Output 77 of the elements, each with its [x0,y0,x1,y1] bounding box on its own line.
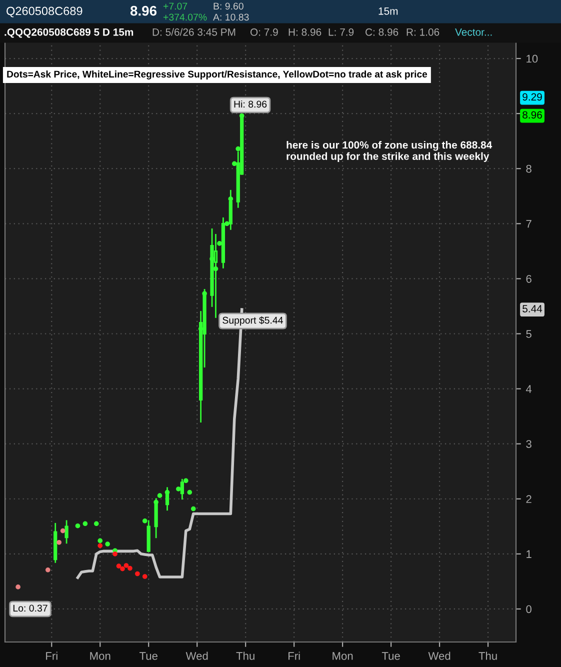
point [56,540,62,545]
point [128,566,132,571]
candlestick [228,190,232,230]
annotation: Support $5.44 [222,316,283,326]
point [94,521,99,526]
text: A: 10.83 [213,14,249,21]
point [82,521,88,526]
annotation: Dots=Ask Price, WhiteLine=Regressive Support/Resistance, YellowDot=no trade at ask price [7,70,428,80]
x-tick-label: Thu [236,652,254,660]
annotation: here is our 100% of zone using the 688.84 rounded up for the strike and this weekly [286,141,492,162]
y-tick-label: 7 [526,220,532,228]
y-tick-label: 1 [526,550,532,558]
point [142,574,148,579]
candlestick [214,234,218,318]
x-tick-label: Fri [46,652,58,660]
candlestick [154,498,158,538]
point [116,564,122,568]
text: Vector... [455,28,492,36]
point [202,291,207,296]
y-tick-label: 3 [526,440,532,448]
point [142,518,148,524]
x-tick-label: Wed [186,652,208,660]
text: B: 9.60 [214,2,244,10]
point [98,543,103,548]
text: 5.44 [522,305,542,312]
point [217,241,222,246]
annotation: Lo: 0.37 [13,604,48,612]
x-tick-label: Mon [90,652,110,660]
point [75,523,80,528]
point [236,146,241,152]
point [135,571,140,576]
annotation: Hi: 8.96 [234,100,267,108]
text: 15m [378,8,398,15]
x-tick-label: Tue [139,652,158,660]
point [176,486,181,492]
point [45,567,50,572]
text: +7.07 [163,2,188,10]
point [105,542,110,546]
point [60,528,66,534]
x-tick-label: Fri [288,652,300,660]
y-tick-label: 10 [526,54,538,63]
y-tick-label: 5 [526,330,532,338]
point [157,493,162,498]
x-tick-label: Thu [478,652,497,660]
text: O: 7.9 [250,28,278,36]
candlestick [64,520,68,544]
text: +374.07% [163,14,207,21]
point [187,490,192,495]
text: R: 1.06 [406,28,440,36]
point [213,266,218,272]
y-tick-label: 4 [526,385,532,393]
point [120,566,125,572]
point [228,196,234,202]
text: D: 5/6/26 3:45 PM [152,28,236,36]
text: L: 7.9 [328,28,354,36]
y-tick-label: 0 [526,605,532,614]
point [98,538,103,544]
point [112,552,118,556]
point [124,563,129,568]
point [183,478,188,484]
x-tick-label: Wed [428,652,450,660]
point [224,221,230,226]
text: C: 8.96 [366,28,398,36]
text: 9.29 [522,93,542,101]
text: H: 8.96 [288,28,322,36]
y-tick-label: 6 [526,274,532,283]
y-tick-label: 8 [526,164,532,173]
text: Q260508C689 [6,6,82,18]
x-tick-label: Tue [382,652,400,660]
point [232,161,237,166]
point [190,506,196,512]
point [16,584,20,590]
x-tick-label: Mon [332,652,353,660]
text: 8.96 [130,6,157,16]
chart-title: .QQQ260508C689 5 D 15m [4,28,134,38]
text: 8.96 [522,111,542,119]
y-tick-label: 2 [526,495,532,503]
